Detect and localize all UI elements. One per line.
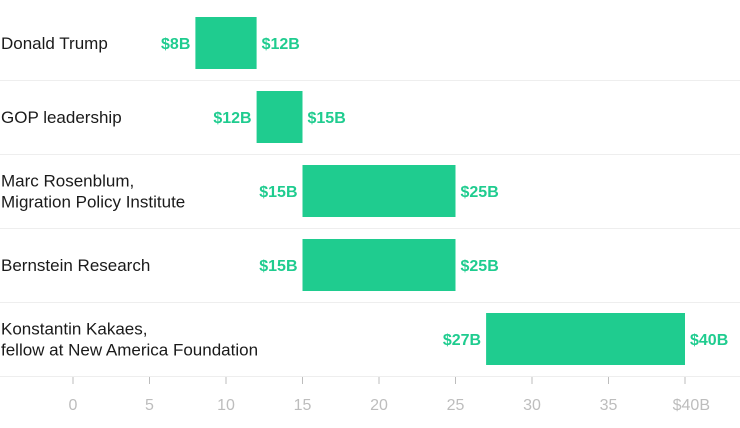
high-value-label: $15B	[308, 110, 346, 127]
low-value-label: $27B	[443, 332, 481, 349]
high-value-label: $40B	[690, 332, 728, 349]
low-value-label: $12B	[213, 110, 251, 127]
high-value-label: $12B	[262, 36, 300, 53]
category-label-line: Marc Rosenblum,	[1, 172, 134, 191]
x-tick-label: 20	[370, 397, 388, 414]
high-value-label: $25B	[461, 258, 499, 275]
x-tick-label: 10	[217, 397, 235, 414]
value-labels: $8B $12B $12B $15B $15B $25B $15B $25B $27B $40B	[161, 36, 728, 349]
x-tick-label: 15	[294, 397, 312, 414]
x-tick-label: 0	[69, 397, 78, 414]
category-label: Konstantin Kakaes, fellow at New America …	[1, 320, 258, 360]
x-tick-label: 25	[447, 397, 465, 414]
range-bar	[302, 165, 456, 217]
x-tick-label: 30	[523, 397, 541, 414]
category-label: Bernstein Research	[1, 256, 150, 275]
row-separators	[0, 80, 740, 377]
x-axis: 0 5 10 15 20 25 30 35 $40B	[69, 377, 710, 414]
low-value-label: $15B	[259, 258, 297, 275]
category-label: GOP leadership	[1, 108, 122, 127]
high-value-label: $25B	[461, 184, 499, 201]
category-label-line: Bernstein Research	[1, 256, 150, 275]
x-tick-label: $40B	[673, 397, 710, 414]
bars	[195, 17, 685, 365]
range-bar	[195, 17, 257, 69]
category-label-line: GOP leadership	[1, 108, 122, 127]
x-tick-label: 5	[145, 397, 154, 414]
category-label: Marc Rosenblum, Migration Policy Institut…	[1, 172, 185, 212]
category-label-line: fellow at New America Foundation	[1, 341, 258, 360]
x-tick-label: 35	[600, 397, 618, 414]
range-bar	[486, 313, 685, 365]
range-bar	[302, 239, 456, 291]
range-bar	[256, 91, 303, 143]
category-label-line: Donald Trump	[1, 34, 108, 53]
category-labels: Donald Trump GOP leadership Marc Rosenblum…	[1, 34, 258, 360]
category-label-line: Konstantin Kakaes,	[1, 320, 147, 339]
low-value-label: $8B	[161, 36, 190, 53]
category-label: Donald Trump	[1, 34, 108, 53]
low-value-label: $15B	[259, 184, 297, 201]
category-label-line: Migration Policy Institute	[1, 193, 185, 212]
